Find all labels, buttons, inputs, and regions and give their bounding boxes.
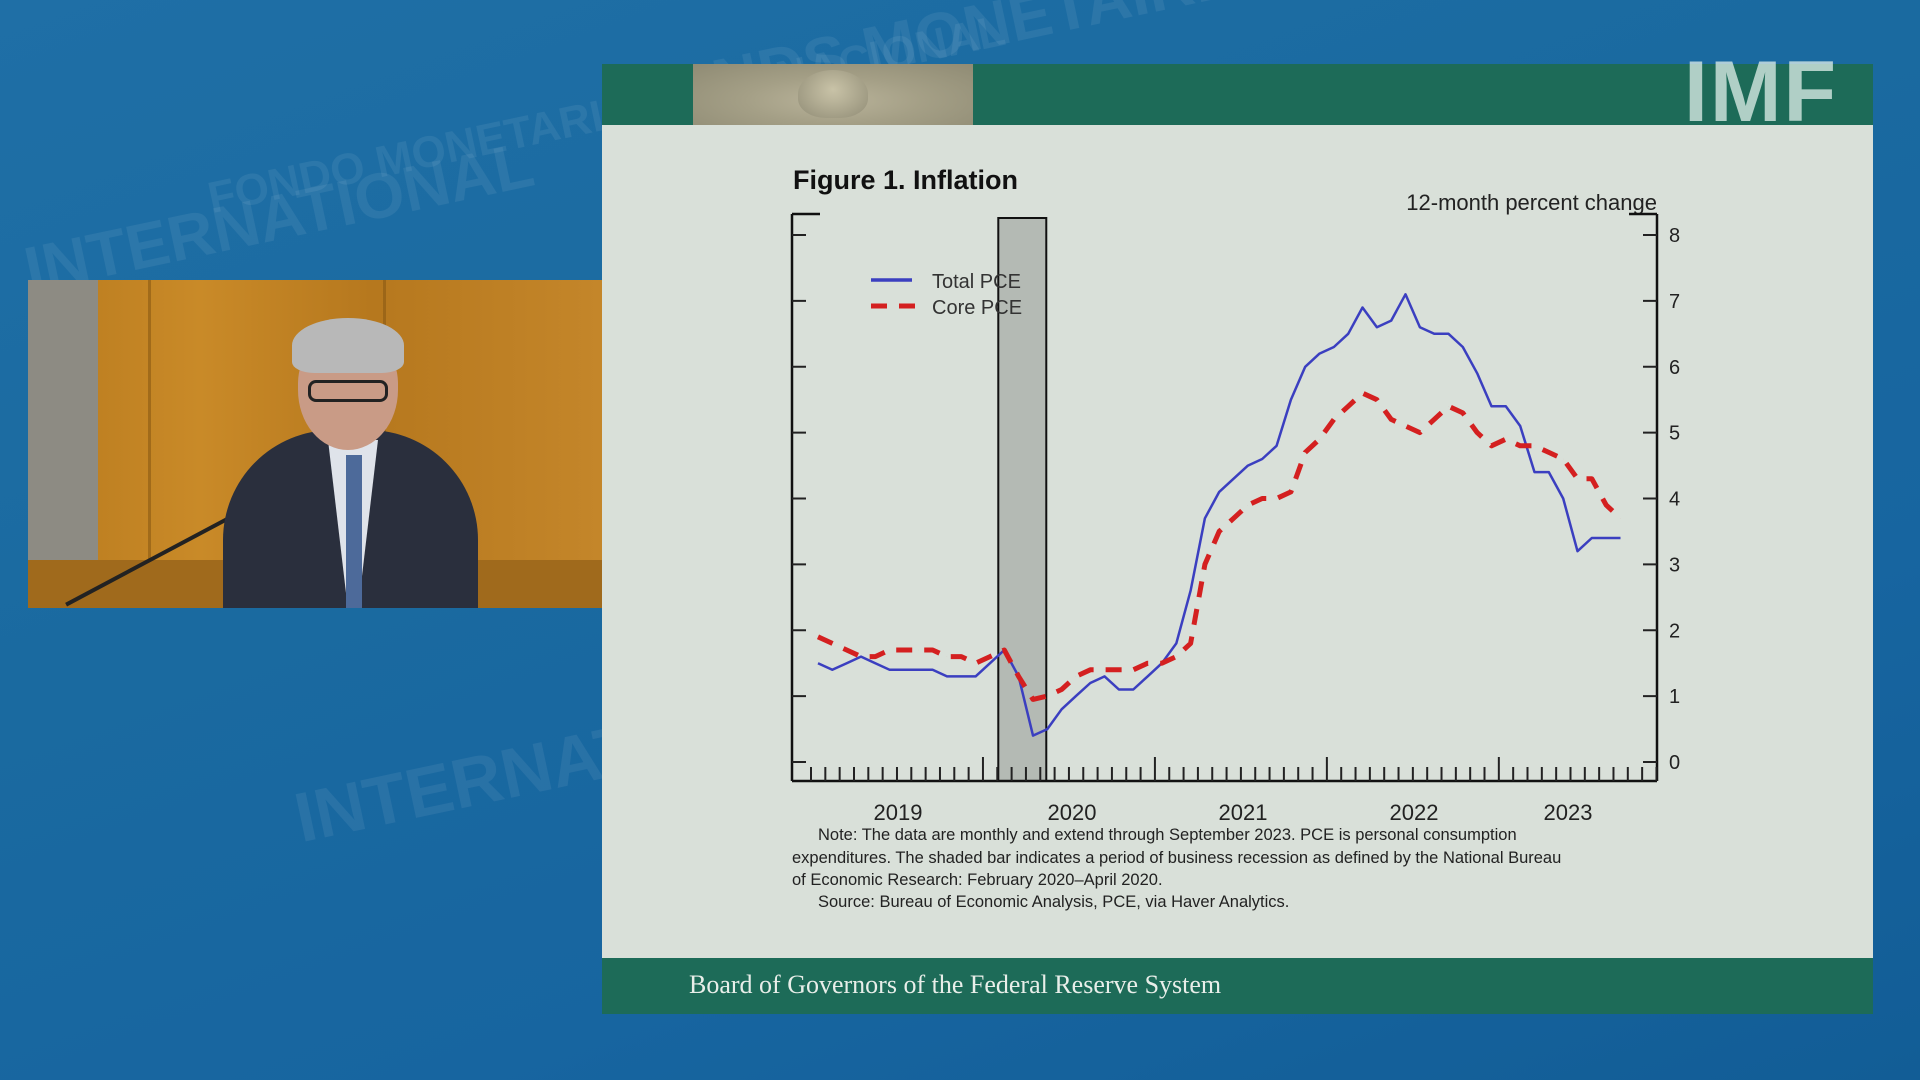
imf-logo: IMF <box>1684 44 1839 140</box>
speaker-video <box>28 280 602 608</box>
fed-seal-image <box>693 64 973 125</box>
slide-header-band <box>602 64 1873 125</box>
eagle-icon <box>798 70 868 118</box>
chart-note: expenditures. The shaded bar indicates a… <box>792 849 1562 867</box>
slide-footer-band: Board of Governors of the Federal Reserv… <box>602 958 1873 1014</box>
chart-source: Source: Bureau of Economic Analysis, PCE… <box>818 893 1290 911</box>
speaker-glasses <box>308 380 388 402</box>
chart-note: of Economic Research: February 2020–Apri… <box>792 871 1163 889</box>
speaker-tie <box>346 455 362 608</box>
footer-text: Board of Governors of the Federal Reserv… <box>689 970 1222 999</box>
wall <box>28 280 98 560</box>
presentation-slide: Note: The data are monthly and extend th… <box>602 64 1873 1014</box>
speaker-hair <box>292 318 404 373</box>
chart-note: Note: The data are monthly and extend th… <box>818 826 1517 844</box>
